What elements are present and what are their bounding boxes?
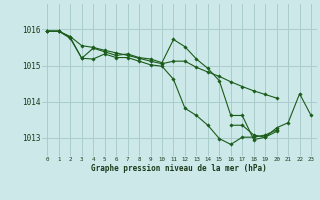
X-axis label: Graphe pression niveau de la mer (hPa): Graphe pression niveau de la mer (hPa) bbox=[91, 164, 267, 173]
